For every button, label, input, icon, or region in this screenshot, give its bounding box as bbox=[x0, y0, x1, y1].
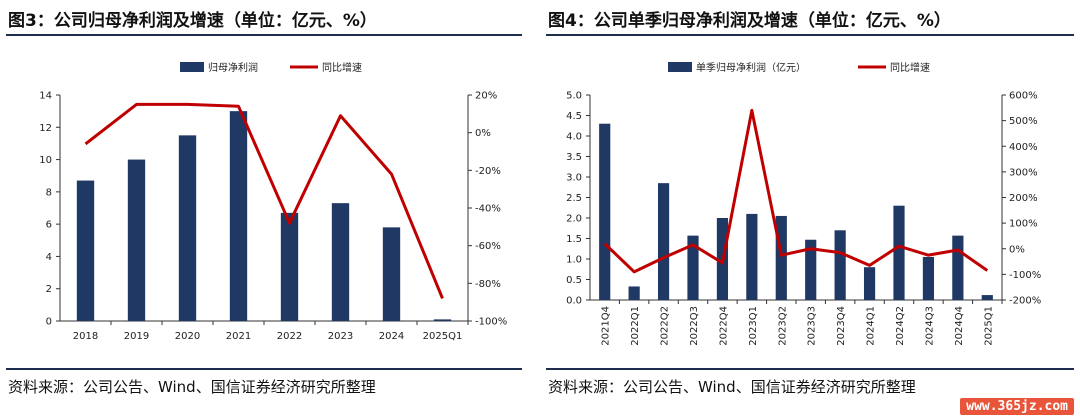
legend-label-bar: 归母净利润 bbox=[208, 61, 258, 74]
x-tick-label: 2023 bbox=[328, 331, 353, 342]
legend-swatch-bar bbox=[668, 62, 692, 72]
left-tick-label: 5.0 bbox=[566, 91, 582, 102]
left-tick-label: 1.5 bbox=[566, 234, 582, 245]
bar bbox=[687, 235, 699, 300]
right-tick-label: 100% bbox=[1009, 219, 1038, 230]
left-tick-label: 2.0 bbox=[566, 214, 582, 225]
left-tick-label: 1.0 bbox=[566, 255, 582, 266]
left-tick-label: 10 bbox=[39, 155, 52, 166]
title-rule bbox=[6, 34, 522, 36]
x-tick-label: 2024Q2 bbox=[895, 306, 906, 346]
x-tick-label: 2022 bbox=[277, 331, 302, 342]
bar bbox=[952, 235, 964, 300]
left-tick-label: 8 bbox=[46, 187, 52, 198]
bar bbox=[628, 286, 640, 300]
left-tick-label: 6 bbox=[46, 220, 52, 231]
bar bbox=[746, 213, 758, 300]
chart-title: 图4：公司单季归母净利润及增速（单位：亿元、%） bbox=[548, 11, 951, 31]
right-tick-label: -60% bbox=[475, 241, 501, 252]
x-tick-label: 2023Q1 bbox=[748, 306, 759, 346]
left-tick-label: 3.5 bbox=[566, 152, 582, 163]
left-tick-label: 4 bbox=[46, 252, 52, 263]
left-tick-label: 0 bbox=[46, 317, 52, 328]
left-tick-label: 0.0 bbox=[566, 296, 582, 307]
chart-panel-annual-profit: 图3：公司归母净利润及增速（单位：亿元、%） 归母净利润 同比增速 0 2 4 6 8 10 1… bbox=[0, 0, 528, 419]
bar bbox=[922, 256, 935, 300]
bar bbox=[981, 295, 993, 300]
x-tick-label: 2025Q1 bbox=[423, 331, 463, 342]
source-rule bbox=[6, 368, 522, 370]
x-tick-label: 2024Q4 bbox=[954, 306, 965, 346]
x-tick-label: 2024 bbox=[379, 331, 404, 342]
bar bbox=[229, 111, 248, 322]
annual-profit-chart: 归母净利润 同比增速 0 2 4 6 8 10 12 14 20% 0% -20% -40% -60% -80… bbox=[39, 61, 507, 342]
x-tick-label: 2022Q3 bbox=[689, 306, 700, 346]
x-tick-label: 2019 bbox=[124, 331, 149, 342]
left-tick-label: 2.5 bbox=[566, 193, 582, 204]
chart-title: 图3：公司归母净利润及增速（单位：亿元、%） bbox=[8, 11, 377, 31]
right-tick-label: -40% bbox=[475, 204, 501, 215]
bar bbox=[599, 123, 611, 300]
x-tick-label: 2023Q2 bbox=[777, 306, 788, 346]
right-tick-label: 600% bbox=[1009, 91, 1038, 102]
bar bbox=[775, 215, 787, 300]
growth-line bbox=[603, 108, 989, 274]
right-tick-label: 0% bbox=[1009, 244, 1025, 255]
left-tick-label: 14 bbox=[39, 91, 52, 102]
right-tick-label: 300% bbox=[1009, 167, 1038, 178]
right-tick-label: -100% bbox=[1009, 270, 1041, 281]
right-tick-label: 0% bbox=[475, 128, 491, 139]
right-tick-label: 200% bbox=[1009, 193, 1038, 204]
bar bbox=[433, 319, 452, 321]
bar bbox=[280, 212, 299, 321]
legend-label-line: 同比增速 bbox=[890, 61, 930, 74]
legend-swatch-bar bbox=[180, 62, 204, 72]
left-tick-label: 4.5 bbox=[566, 111, 582, 122]
source-note: 资料来源：公司公告、Wind、国信证券经济研究所整理 bbox=[548, 378, 916, 396]
bar bbox=[893, 205, 905, 300]
x-tick-label: 2018 bbox=[73, 331, 98, 342]
bar bbox=[178, 135, 197, 321]
x-tick-label: 2022Q2 bbox=[660, 306, 671, 346]
x-tick-label: 2024Q3 bbox=[924, 306, 935, 346]
x-tick-label: 2025Q1 bbox=[983, 306, 994, 346]
right-tick-label: 20% bbox=[475, 91, 497, 102]
bar bbox=[805, 239, 817, 300]
left-tick-label: 4.0 bbox=[566, 132, 582, 143]
source-note: 资料来源：公司公告、Wind、国信证券经济研究所整理 bbox=[8, 378, 376, 396]
x-tick-label: 2022Q1 bbox=[630, 306, 641, 346]
right-tick-label: -80% bbox=[475, 279, 501, 290]
right-tick-label: 500% bbox=[1009, 116, 1038, 127]
x-tick-label: 2024Q1 bbox=[866, 306, 877, 346]
right-tick-label: -100% bbox=[475, 317, 507, 328]
bar bbox=[331, 203, 350, 321]
right-tick-label: 400% bbox=[1009, 142, 1038, 153]
bar bbox=[127, 159, 146, 321]
title-rule bbox=[546, 34, 1074, 36]
x-tick-label: 2021Q4 bbox=[601, 306, 612, 346]
left-tick-label: 2 bbox=[46, 284, 52, 295]
watermark: www.365jz.com bbox=[960, 398, 1074, 415]
bar bbox=[382, 227, 401, 321]
right-tick-label: -200% bbox=[1009, 296, 1041, 307]
x-tick-label: 2023Q4 bbox=[836, 306, 847, 346]
left-tick-label: 3.0 bbox=[566, 173, 582, 184]
left-tick-label: 0.5 bbox=[566, 275, 582, 286]
x-tick-label: 2023Q3 bbox=[807, 306, 818, 346]
bar bbox=[657, 183, 670, 300]
growth-line bbox=[84, 102, 444, 299]
bar bbox=[863, 267, 876, 300]
left-tick-label: 12 bbox=[39, 123, 52, 134]
bar bbox=[76, 180, 95, 321]
quarterly-profit-chart: 单季归母净利润（亿元） 同比增速 0.0 0.5 1.0 1.5 2.0 2.5 3.0 3.5 4… bbox=[566, 61, 1041, 346]
legend-label-bar: 单季归母净利润（亿元） bbox=[696, 61, 806, 74]
bar bbox=[834, 230, 846, 300]
right-tick-label: -20% bbox=[475, 166, 501, 177]
x-tick-label: 2021 bbox=[226, 331, 251, 342]
x-tick-label: 2020 bbox=[175, 331, 200, 342]
source-rule bbox=[546, 368, 1074, 370]
x-tick-label: 2022Q4 bbox=[718, 306, 729, 346]
chart-panel-quarterly-profit: 图4：公司单季归母净利润及增速（单位：亿元、%） 单季归母净利润（亿元） 同比增速… bbox=[540, 0, 1080, 419]
legend-label-line: 同比增速 bbox=[322, 61, 362, 74]
